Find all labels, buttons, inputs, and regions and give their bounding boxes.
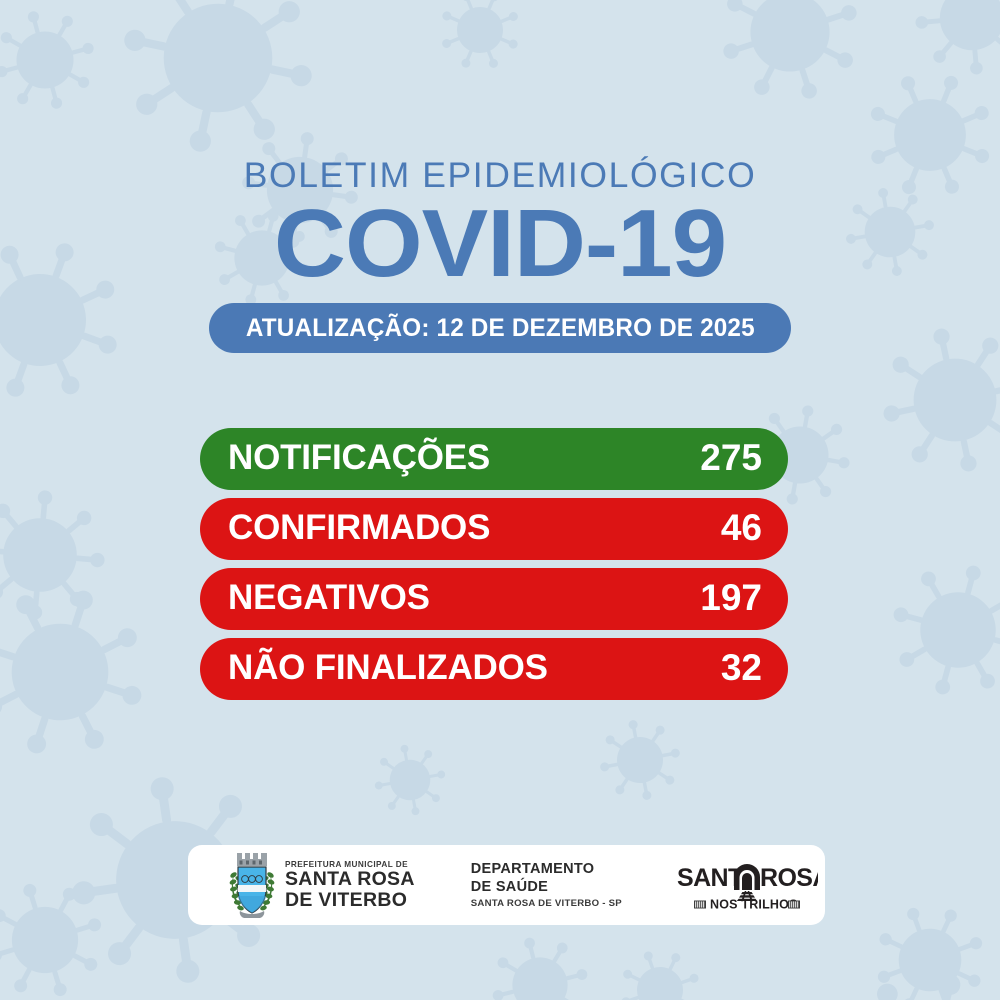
prefeitura-small-line: PREFEITURA MUNICIPAL DE xyxy=(285,859,409,869)
footer-logo-card: PREFEITURA MUNICIPAL DE SANTA ROSA DE VI… xyxy=(188,845,825,925)
trilhos-tagline-row: NOS TRILHOS xyxy=(693,898,800,912)
stat-label: NOTIFICAÇÕES xyxy=(228,438,491,477)
coat-of-arms-icon xyxy=(229,853,275,918)
page-title: COVID-19 xyxy=(273,189,727,297)
stat-value: 275 xyxy=(700,437,762,478)
page-kicker: BOLETIM EPIDEMIOLÓGICO xyxy=(243,155,757,195)
stat-row-negativos: NEGATIVOS 197 xyxy=(200,568,788,630)
departamento-line-1: DEPARTAMENTO xyxy=(470,861,595,878)
stat-label: NEGATIVOS xyxy=(228,578,430,617)
prefeitura-line-1: SANTA ROSA xyxy=(285,867,415,890)
departamento-line-2: DE SAÚDE xyxy=(470,878,549,895)
trilhos-wordmark-left: SANT xyxy=(677,864,743,892)
stat-value: 197 xyxy=(700,577,762,618)
stat-row-notificacoes: NOTIFICAÇÕES 275 xyxy=(200,428,788,490)
prefeitura-text-block: PREFEITURA MUNICIPAL DE SANTA ROSA DE VI… xyxy=(285,860,415,910)
departamento-saude-block: DEPARTAMENTO DE SAÚDE SANTA ROSA DE VITE… xyxy=(471,861,622,909)
prefeitura-logo-group: PREFEITURA MUNICIPAL DE SANTA ROSA DE VI… xyxy=(226,849,415,921)
prefeitura-line-2: DE VITERBO xyxy=(285,888,408,911)
stat-value: 32 xyxy=(720,647,762,688)
mural-crown xyxy=(237,853,267,866)
update-badge: ATUALIZAÇÃO: 12 DE DEZEMBRO DE 2025 xyxy=(209,303,791,353)
update-badge-label: ATUALIZAÇÃO: 12 DE DEZEMBRO DE 2025 xyxy=(245,313,755,342)
stat-value: 46 xyxy=(720,507,762,548)
poster-header: BOLETIM EPIDEMIOLÓGICO COVID-19 xyxy=(0,155,1000,297)
stat-label: NÃO FINALIZADOS xyxy=(228,648,548,687)
trilhos-tagline: NOS TRILHOS xyxy=(710,898,798,912)
trilhos-wordmark-right: ROSA xyxy=(760,864,818,892)
stat-row-confirmados: CONFIRMADOS 46 xyxy=(200,498,788,560)
santa-rosa-nos-trilhos-logo: SANT ROSA xyxy=(677,864,818,912)
departamento-line-3: SANTA ROSA DE VITERBO - SP xyxy=(470,897,622,909)
tunnel-arch-a-icon xyxy=(733,864,760,902)
stat-row-nao-finalizados: NÃO FINALIZADOS 32 xyxy=(200,638,788,700)
statistics-list: NOTIFICAÇÕES 275 CONFIRMADOS 46 NEGATIVO… xyxy=(200,428,788,708)
stat-label: CONFIRMADOS xyxy=(228,508,491,547)
